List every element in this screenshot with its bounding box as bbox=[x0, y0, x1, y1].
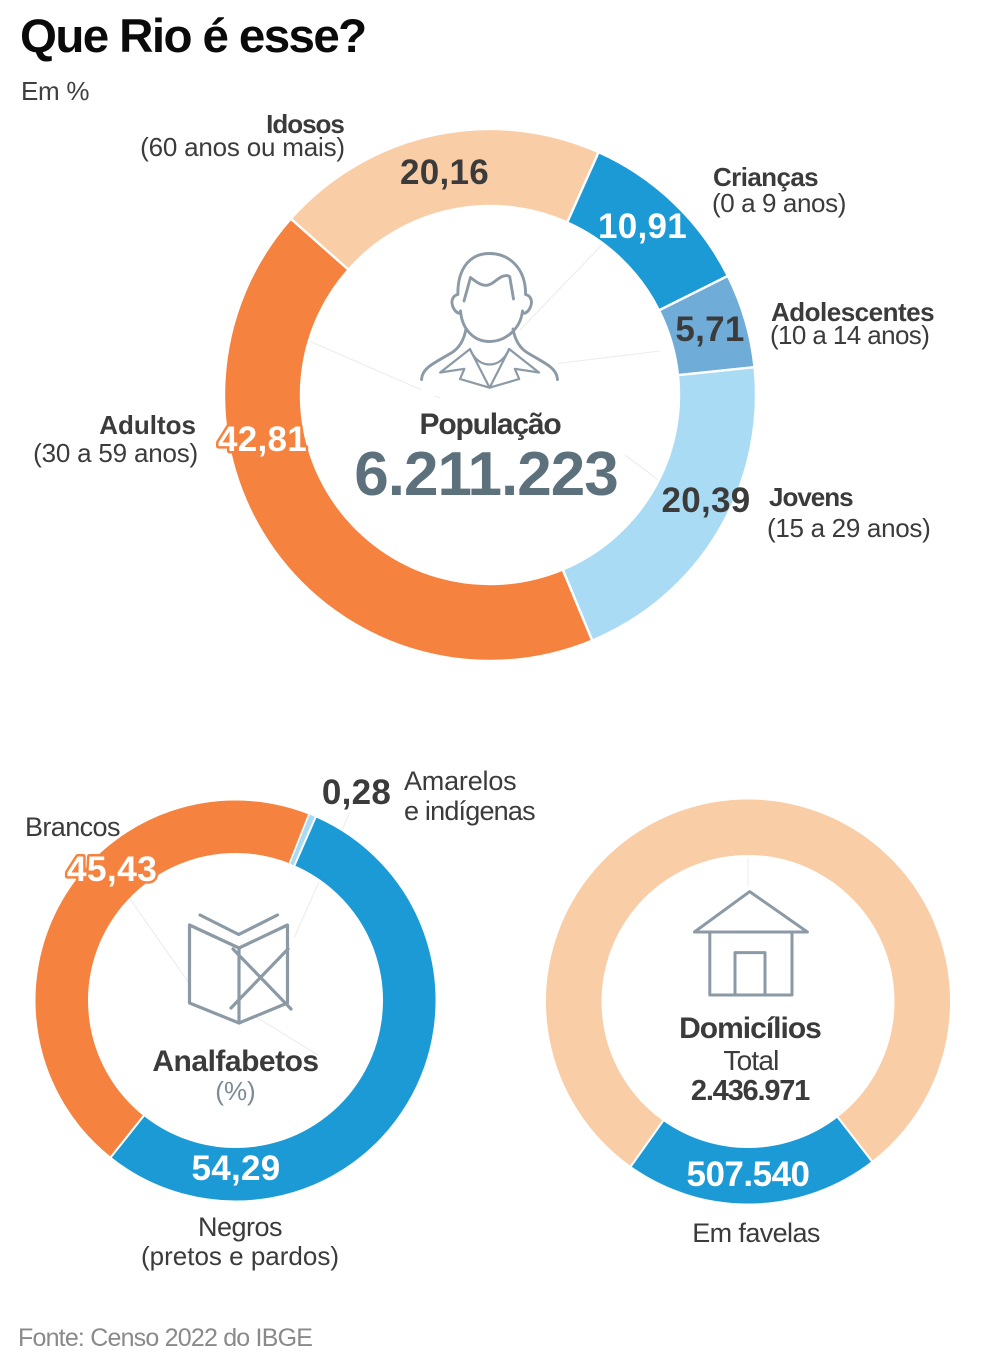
svg-text:Jovens: Jovens bbox=[769, 482, 853, 512]
svg-text:e indígenas: e indígenas bbox=[404, 796, 535, 826]
svg-text:45,43: 45,43 bbox=[67, 849, 157, 889]
svg-text:Total: Total bbox=[723, 1045, 778, 1076]
svg-text:54,29: 54,29 bbox=[191, 1149, 280, 1188]
svg-text:42,81: 42,81 bbox=[218, 420, 307, 459]
svg-text:(60 anos ou mais): (60 anos ou mais) bbox=[140, 132, 345, 162]
svg-text:Negros: Negros bbox=[198, 1212, 282, 1242]
svg-text:Amarelos: Amarelos bbox=[404, 766, 516, 796]
svg-text:(pretos e pardos): (pretos e pardos) bbox=[141, 1241, 339, 1271]
svg-text:(30 a 59 anos): (30 a 59 anos) bbox=[33, 438, 198, 468]
svg-text:20,39: 20,39 bbox=[661, 481, 750, 520]
svg-text:Que Rio é esse?: Que Rio é esse? bbox=[20, 10, 366, 63]
svg-text:6.211.223: 6.211.223 bbox=[354, 440, 617, 509]
svg-text:0,28: 0,28 bbox=[322, 773, 391, 812]
svg-text:10,91: 10,91 bbox=[598, 207, 687, 246]
svg-text:Idosos: Idosos bbox=[266, 109, 344, 139]
svg-text:Em %: Em % bbox=[21, 76, 89, 106]
svg-text:507.540: 507.540 bbox=[686, 1155, 809, 1194]
svg-text:Adolescentes: Adolescentes bbox=[771, 297, 934, 327]
svg-text:(10 a 14 anos): (10 a 14 anos) bbox=[770, 320, 929, 350]
svg-text:Domicílios: Domicílios bbox=[679, 1012, 821, 1045]
svg-text:Brancos: Brancos bbox=[25, 812, 120, 842]
svg-text:Em favelas: Em favelas bbox=[692, 1218, 820, 1248]
svg-text:Fonte: Censo 2022 do IBGE: Fonte: Censo 2022 do IBGE bbox=[18, 1324, 312, 1352]
svg-text:Adultos: Adultos bbox=[99, 410, 196, 440]
svg-text:(%): (%) bbox=[215, 1076, 255, 1106]
svg-text:(0 a 9 anos): (0 a 9 anos) bbox=[712, 188, 846, 218]
svg-text:2.436.971: 2.436.971 bbox=[691, 1075, 810, 1107]
svg-text:5,71: 5,71 bbox=[675, 310, 744, 349]
svg-text:Analfabetos: Analfabetos bbox=[152, 1045, 318, 1078]
svg-text:Crianças: Crianças bbox=[713, 162, 818, 192]
svg-text:(15 a 29 anos): (15 a 29 anos) bbox=[767, 513, 930, 543]
svg-text:População: População bbox=[420, 408, 562, 441]
svg-text:20,16: 20,16 bbox=[400, 153, 489, 192]
